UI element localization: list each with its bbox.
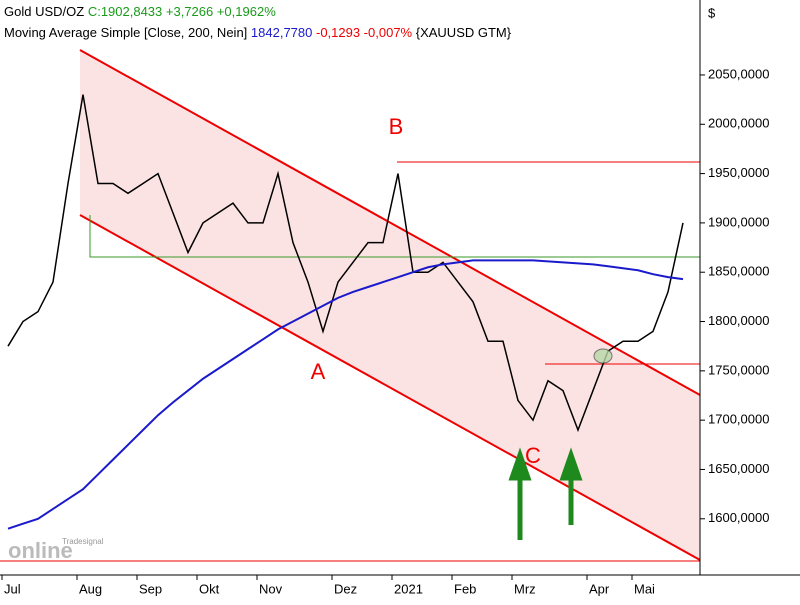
y-tick-label: 1900,0000 xyxy=(708,214,769,229)
currency: $ xyxy=(708,5,716,20)
x-tick-label: Jul xyxy=(4,581,21,596)
y-tick-label: 1700,0000 xyxy=(708,412,769,427)
y-tick-label: 2050,0000 xyxy=(708,66,769,81)
series-name: Gold USD/OZ xyxy=(4,4,84,19)
y-tick-label: 1750,0000 xyxy=(708,362,769,377)
x-tick-label: Okt xyxy=(199,581,220,596)
logo-small: Tradesignal xyxy=(62,537,104,546)
x-tick-label: Feb xyxy=(454,581,476,596)
x-tick-label: Apr xyxy=(589,581,610,596)
x-tick-label: Nov xyxy=(259,581,283,596)
quote: C:1902,8433 +3,7266 +0,1962% xyxy=(88,4,276,19)
channel-upper xyxy=(79,49,701,396)
moving-average xyxy=(7,259,684,530)
channel-lower xyxy=(79,214,701,561)
y-tick-label: 1950,0000 xyxy=(708,165,769,180)
x-tick-label: Dez xyxy=(334,581,357,596)
symbol: {XAUUSD GTM} xyxy=(416,25,512,40)
y-tick-label: 1800,0000 xyxy=(708,313,769,328)
series-name: Moving Average Simple [Close, 200, Nein] xyxy=(4,25,247,40)
annotation: C xyxy=(525,443,541,468)
annotation: B xyxy=(389,114,404,139)
breakout-marker xyxy=(593,348,613,364)
price-line xyxy=(7,94,684,433)
channel-fill xyxy=(80,50,700,560)
legend-entry: Gold USD/OZ C:1902,8433 +3,7266 +0,1962% xyxy=(4,4,276,19)
y-tick-label: 1850,0000 xyxy=(708,264,769,279)
y-tick-label: 1650,0000 xyxy=(708,461,769,476)
legend-entry: Moving Average Simple [Close, 200, Nein]… xyxy=(4,25,512,40)
plot xyxy=(7,94,684,530)
y-tick-label: 1600,0000 xyxy=(708,510,769,525)
x-tick-label: Mai xyxy=(634,581,655,596)
logo: online xyxy=(8,538,73,563)
arrow xyxy=(508,447,532,540)
ma-last: 1842,7780 xyxy=(251,25,312,40)
x-tick-label: Mrz xyxy=(514,581,536,596)
level-green xyxy=(89,215,700,258)
x-tick-label: Sep xyxy=(139,581,162,596)
annotation: A xyxy=(311,359,326,384)
ma-change: -0,1293 -0,007% xyxy=(316,25,413,40)
y-tick-label: 2000,0000 xyxy=(708,116,769,131)
arrow xyxy=(559,447,583,525)
x-tick-label: Aug xyxy=(79,581,102,596)
x-tick-label: 2021 xyxy=(394,581,423,596)
